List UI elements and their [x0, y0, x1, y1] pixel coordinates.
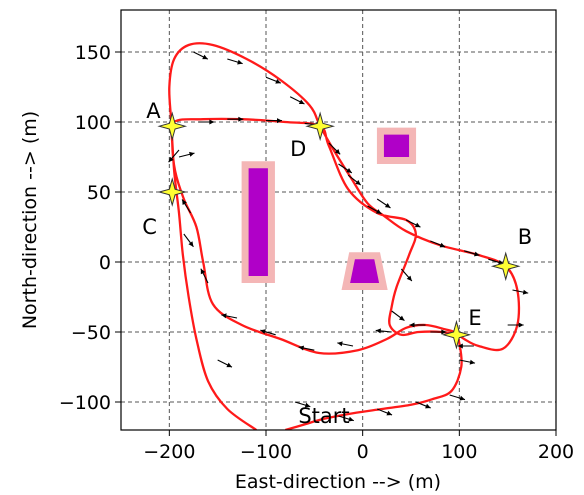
- y-tick-label: 150: [75, 42, 111, 64]
- obstacle-square: [383, 134, 410, 157]
- heading-arrow-head: [386, 410, 393, 416]
- waypoint-star-D: [305, 111, 335, 142]
- waypoint-label-C: C: [142, 215, 157, 239]
- x-tick-label: −200: [143, 441, 195, 463]
- heading-arrow-head: [348, 416, 354, 422]
- plot-background: [121, 10, 556, 430]
- heading-arrow-head: [439, 242, 446, 248]
- heading-arrow-head: [473, 251, 480, 257]
- heading-arrow-head: [409, 322, 415, 328]
- y-tick-label: −50: [71, 322, 111, 344]
- trajectory: [168, 42, 521, 430]
- y-tick-label: 0: [99, 252, 111, 274]
- start-annotation: Start: [298, 404, 349, 428]
- waypoint-star-C: [157, 177, 188, 207]
- heading-arrow-head: [337, 341, 343, 347]
- y-axis-label: North-direction --> (m): [19, 111, 41, 329]
- y-tick-label: 50: [87, 182, 111, 204]
- heading-arrow-head: [260, 329, 266, 335]
- heading-arrow-head: [522, 289, 529, 295]
- heading-arrow-head: [469, 359, 476, 365]
- heading-arrow-head: [355, 179, 361, 186]
- heading-arrow-head: [518, 322, 524, 328]
- heading-arrow-head: [200, 268, 206, 275]
- x-tick-label: −100: [240, 441, 292, 463]
- heading-arrow-head: [188, 241, 194, 247]
- heading-arrow-head: [375, 209, 382, 214]
- heading-arrow-head: [298, 345, 305, 351]
- trajectory-line: [168, 42, 521, 430]
- heading-arrow-head: [182, 199, 187, 205]
- annotations: Start: [298, 404, 349, 428]
- heading-arrow-head: [375, 328, 381, 334]
- heading-arrow-head: [221, 313, 227, 319]
- heading-arrow-head: [209, 119, 215, 125]
- heading-arrow-head: [304, 402, 311, 408]
- y-tick-label: −100: [59, 392, 111, 414]
- heading-arrow-head: [298, 99, 305, 104]
- heading-arrow-head: [189, 151, 195, 157]
- waypoint-star-B: [490, 251, 521, 282]
- obstacle-trapezoid: [350, 259, 380, 283]
- waypoint-star-A: [157, 111, 188, 142]
- heading-arrow-head: [238, 116, 244, 122]
- x-tick-label: 100: [441, 441, 477, 463]
- obstacle-bar: [248, 168, 268, 276]
- heading-arrow-head: [168, 156, 174, 163]
- x-tick-label: 200: [538, 441, 574, 463]
- waypoint-label-A: A: [146, 99, 161, 123]
- heading-arrow-head: [425, 403, 431, 409]
- plot-frame: [120, 9, 557, 431]
- obstacles: [241, 127, 417, 290]
- heading-arrow-head: [459, 395, 465, 401]
- heading-arrow-head: [457, 343, 463, 349]
- waypoints: A B C D E: [142, 99, 532, 350]
- y-tick-label: 100: [75, 112, 111, 134]
- heading-arrow-head: [406, 275, 412, 282]
- heading-arrows: [168, 51, 529, 422]
- heading-arrow-head: [414, 222, 421, 228]
- heading-arrow-head: [226, 362, 232, 368]
- heading-arrow-head: [441, 329, 447, 335]
- heading-arrow-head: [384, 203, 391, 208]
- ticks: −200 −100 0 100 200 −100 −50 0 50 100 150: [59, 42, 574, 463]
- waypoint-star-E: [441, 319, 472, 350]
- x-axis-label: East-direction --> (m): [235, 471, 441, 493]
- waypoint-label-E: E: [468, 306, 481, 330]
- heading-arrow-head: [398, 315, 405, 321]
- heading-arrow-head: [277, 118, 282, 124]
- waypoint-label-D: D: [290, 137, 306, 161]
- waypoint-label-B: B: [518, 225, 532, 249]
- heading-arrow-head: [346, 168, 352, 173]
- heading-arrow-head: [237, 59, 243, 65]
- heading-arrow-head: [202, 54, 208, 60]
- heading-arrow-head: [334, 149, 341, 155]
- heading-arrow-head: [275, 78, 281, 84]
- x-tick-label: 0: [357, 441, 369, 463]
